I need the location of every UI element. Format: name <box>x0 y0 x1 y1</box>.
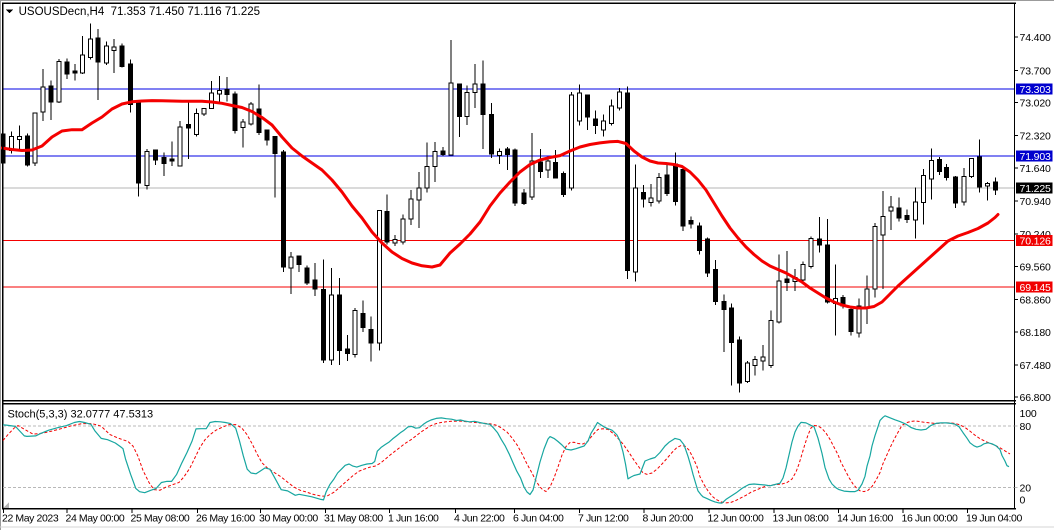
svg-text:14 Jun 16:00: 14 Jun 16:00 <box>837 513 893 525</box>
svg-text:72.320: 72.320 <box>1020 131 1052 143</box>
svg-text:73.303: 73.303 <box>1020 84 1052 96</box>
svg-text:69.560: 69.560 <box>1020 261 1052 273</box>
svg-text:73.700: 73.700 <box>1020 65 1052 77</box>
svg-text:73.020: 73.020 <box>1020 98 1052 110</box>
svg-text:26 May 16:00: 26 May 16:00 <box>196 513 255 525</box>
svg-text:1 Jun 16:00: 1 Jun 16:00 <box>388 513 439 525</box>
svg-text:30 May 00:00: 30 May 00:00 <box>259 513 318 525</box>
svg-text:20: 20 <box>1020 482 1032 494</box>
svg-text:12 Jun 00:00: 12 Jun 00:00 <box>708 513 764 525</box>
svg-text:67.480: 67.480 <box>1020 360 1052 372</box>
svg-text:66.800: 66.800 <box>1020 392 1052 404</box>
svg-text:8 Jun 20:00: 8 Jun 20:00 <box>643 513 694 525</box>
svg-text:71.903: 71.903 <box>1020 151 1052 163</box>
svg-text:68.860: 68.860 <box>1020 295 1052 307</box>
svg-text:4 Jun 22:00: 4 Jun 22:00 <box>454 513 505 525</box>
svg-text:100: 100 <box>1020 408 1037 420</box>
svg-text:69.145: 69.145 <box>1020 282 1052 294</box>
svg-text:71.640: 71.640 <box>1020 163 1052 175</box>
svg-text:31 May 08:00: 31 May 08:00 <box>324 513 383 525</box>
svg-text:22 May 2023: 22 May 2023 <box>2 513 59 525</box>
svg-text:25 May 08:00: 25 May 08:00 <box>131 513 190 525</box>
svg-text:Stoch(5,3,3) 32.0777 47.5313: Stoch(5,3,3) 32.0777 47.5313 <box>8 409 154 421</box>
svg-text:71.225: 71.225 <box>1020 183 1052 195</box>
svg-text:80: 80 <box>1020 421 1032 433</box>
svg-text:0: 0 <box>1020 494 1026 506</box>
svg-text:USOUSDecn,H4 71.353 71.450 71: USOUSDecn,H4 71.353 71.450 71.116 71.225 <box>19 6 260 18</box>
svg-text:74.400: 74.400 <box>1020 32 1052 44</box>
svg-text:68.180: 68.180 <box>1020 327 1052 339</box>
svg-text:19 Jun 04:00: 19 Jun 04:00 <box>966 513 1022 525</box>
svg-text:16 Jun 00:00: 16 Jun 00:00 <box>902 513 958 525</box>
svg-text:13 Jun 08:00: 13 Jun 08:00 <box>773 513 829 525</box>
svg-text:70.940: 70.940 <box>1020 196 1052 208</box>
svg-text:7 Jun 12:00: 7 Jun 12:00 <box>578 513 629 525</box>
svg-text:6 Jun 04:00: 6 Jun 04:00 <box>513 513 564 525</box>
svg-text:70.126: 70.126 <box>1020 235 1052 247</box>
svg-text:24 May 00:00: 24 May 00:00 <box>66 513 125 525</box>
